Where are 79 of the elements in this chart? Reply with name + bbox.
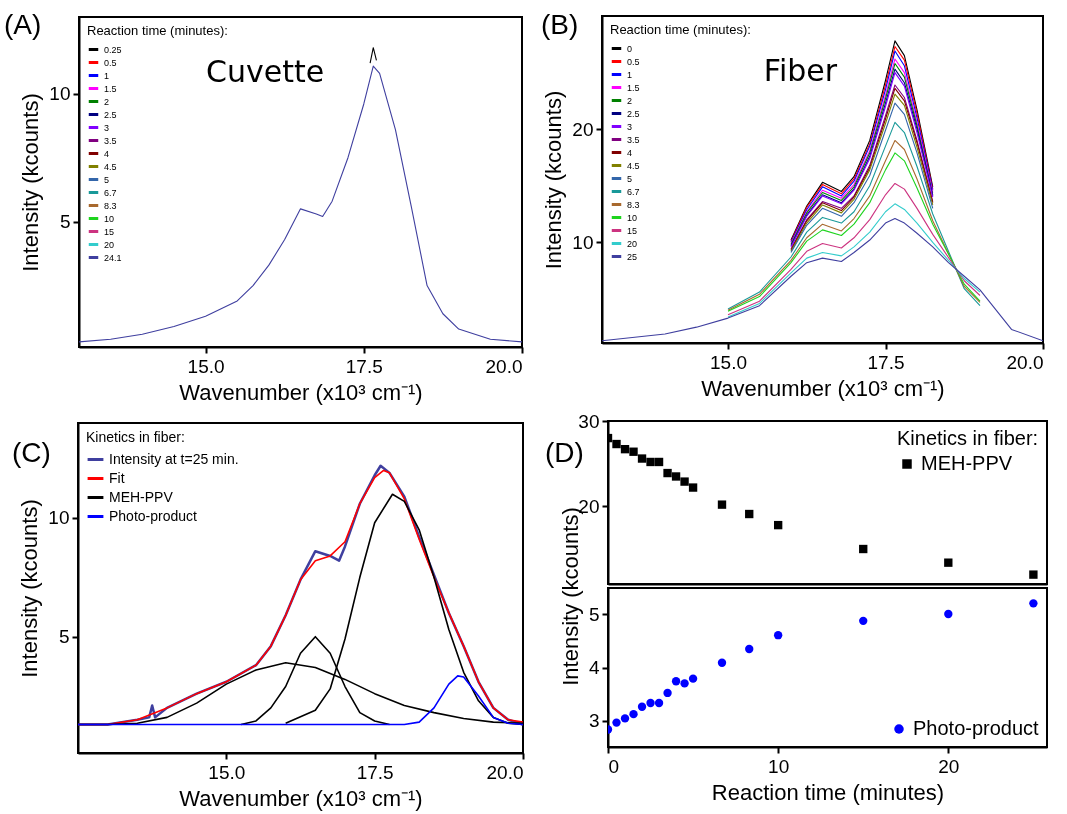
y-tick-label: 5: [588, 604, 600, 625]
legend-label: 0: [627, 43, 633, 54]
y-tick-label: 5: [59, 211, 71, 233]
annotation: Cuvette: [205, 54, 325, 90]
x-tick-label: 15.0: [208, 761, 246, 783]
x-axis-title: Wavenumber (x10³ cm⁻¹): [179, 785, 423, 811]
legend-label: Photo-product: [109, 507, 198, 524]
legend-label: MEH-PPV: [921, 452, 1013, 474]
legend-label: Fit: [109, 469, 125, 486]
legend-label: 4.5: [104, 161, 117, 172]
legend-label: 4: [627, 147, 633, 158]
y-axis-title: Intensity (kcounts): [17, 499, 43, 678]
legend-label: 2: [104, 96, 110, 107]
x-tick-label: 20.0: [486, 761, 524, 783]
legend-label: Intensity at t=25 min.: [109, 450, 239, 467]
legend-label: 20: [104, 239, 115, 250]
legend-label: 6.7: [627, 186, 640, 197]
x-tick-label: 0: [608, 755, 620, 777]
legend-title: Kinetics in fiber:: [897, 427, 1039, 449]
legend-label: 1: [627, 69, 633, 80]
legend-label: 1.5: [104, 83, 117, 94]
legend-label: 0.5: [104, 57, 117, 68]
y-tick-label: 30: [578, 410, 600, 432]
legend-label: 4: [104, 148, 110, 159]
text: (C): [12, 437, 51, 468]
legend-label: 6.7: [104, 187, 117, 198]
legend-label: 1: [104, 70, 110, 81]
legend-label: 15: [627, 225, 638, 236]
x-axis-title: Wavenumber (x10³ cm⁻¹): [179, 379, 423, 405]
x-tick-label: 20: [938, 755, 960, 777]
legend-label: 0.25: [104, 44, 122, 55]
legend-label: 2: [627, 95, 633, 106]
legend-label: 15: [104, 226, 115, 237]
y-axis-title: Intensity (kcounts): [18, 93, 44, 272]
legend-label: 2.5: [627, 108, 640, 119]
x-tick-label: 17.5: [867, 351, 905, 373]
legend-label: 3.5: [627, 134, 640, 145]
legend-label: 8.3: [104, 200, 117, 211]
legend-label: 8.3: [627, 199, 640, 210]
y-tick-label: 5: [58, 626, 70, 648]
y-tick-label: 10: [48, 507, 70, 529]
legend-label: 5: [104, 174, 110, 185]
legend-title: Reaction time (minutes):: [610, 22, 751, 37]
x-tick-label: 20.0: [1006, 351, 1044, 373]
x-tick-label: 10: [768, 755, 790, 777]
legend-label: 3.5: [104, 135, 117, 146]
annotation: Fiber: [763, 52, 838, 88]
text: (D): [545, 437, 584, 468]
legend-label: 3: [104, 122, 110, 133]
y-tick-label: 10: [49, 83, 71, 105]
legend-label: 1.5: [627, 82, 640, 93]
y-axis-title: Intensity (kcounts): [541, 90, 567, 270]
legend-label: 10: [627, 212, 638, 223]
legend-label: 5: [627, 173, 633, 184]
legend-label: 25: [627, 251, 638, 262]
legend-title: Kinetics in fiber:: [86, 429, 185, 445]
y-tick-label: 20: [572, 118, 594, 140]
y-tick-label: 4: [588, 657, 600, 678]
legend-label: 24.1: [104, 252, 122, 263]
legend-label: 0.5: [627, 56, 640, 67]
x-tick-label: 17.5: [345, 355, 383, 377]
legend-label: 20: [627, 238, 638, 249]
x-axis-title: Wavenumber (x10³ cm⁻¹): [701, 375, 945, 401]
legend-label: 2.5: [104, 109, 117, 120]
x-tick-label: 17.5: [356, 761, 394, 783]
x-tick-label: 20.0: [485, 355, 523, 377]
legend-label: 4.5: [627, 160, 640, 171]
legend-title: Reaction time (minutes):: [87, 23, 228, 38]
legend-label: Photo-product: [913, 717, 1040, 739]
y-tick-label: 10: [572, 231, 594, 253]
x-tick-label: 15.0: [187, 355, 225, 377]
legend-label: 10: [104, 213, 115, 224]
y-tick-label: 3: [588, 710, 600, 731]
legend-label: MEH-PPV: [109, 488, 174, 505]
x-tick-label: 15.0: [710, 351, 747, 373]
chart-title: (A): [4, 9, 42, 40]
legend-label: 3: [627, 121, 633, 132]
chart-title: (B): [541, 9, 579, 40]
x-axis-title: Reaction time (minutes): [711, 779, 945, 805]
